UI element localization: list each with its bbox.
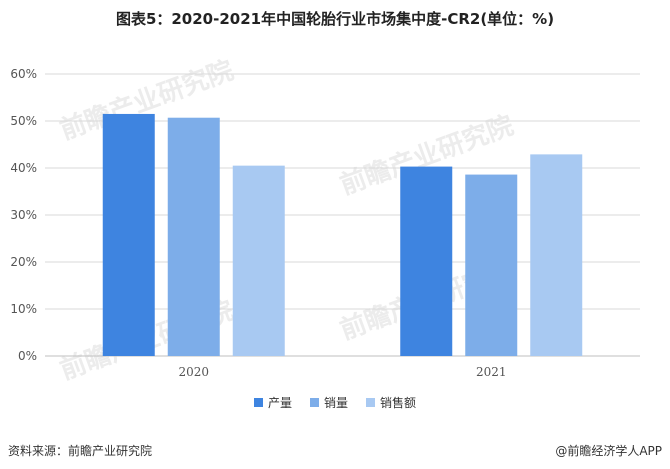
legend-item-production: 产量 [253, 394, 292, 411]
legend-swatch-sales-revenue [366, 398, 375, 407]
chart-title: 图表5：2020-2021年中国轮胎行业市场集中度-CR2(单位：%) [115, 10, 555, 28]
legend-swatch-sales-volume [309, 398, 319, 407]
y-tick-label: 0% [18, 349, 37, 363]
y-tick-label: 20% [10, 255, 37, 269]
legend-label-sales-volume: 销量 [323, 396, 348, 410]
bar [400, 166, 453, 356]
y-tick-label: 60% [10, 67, 37, 81]
bar [530, 154, 583, 356]
legend-item-sales-volume: 销量 [309, 394, 348, 411]
legend-item-sales-revenue: 销售额 [366, 394, 416, 411]
legend-label-sales-revenue: 销售额 [380, 396, 417, 410]
brand-note: @前瞻经济学人APP [555, 444, 662, 458]
legend: 产量 销量 销售额 [0, 394, 670, 411]
legend-label-production: 产量 [267, 396, 292, 410]
y-tick-label: 40% [10, 161, 37, 175]
bar [232, 165, 285, 356]
y-tick-label: 50% [10, 114, 37, 128]
x-tick-label: 2020 [178, 365, 209, 379]
y-tick-label: 30% [10, 208, 37, 222]
y-tick-label: 10% [10, 302, 37, 316]
bar [102, 113, 155, 356]
x-tick-label: 2021 [476, 365, 507, 379]
bar [465, 174, 518, 356]
source-note: 资料来源：前瞻产业研究院 [8, 444, 153, 458]
legend-swatch-production [253, 398, 263, 407]
bar [167, 117, 220, 357]
